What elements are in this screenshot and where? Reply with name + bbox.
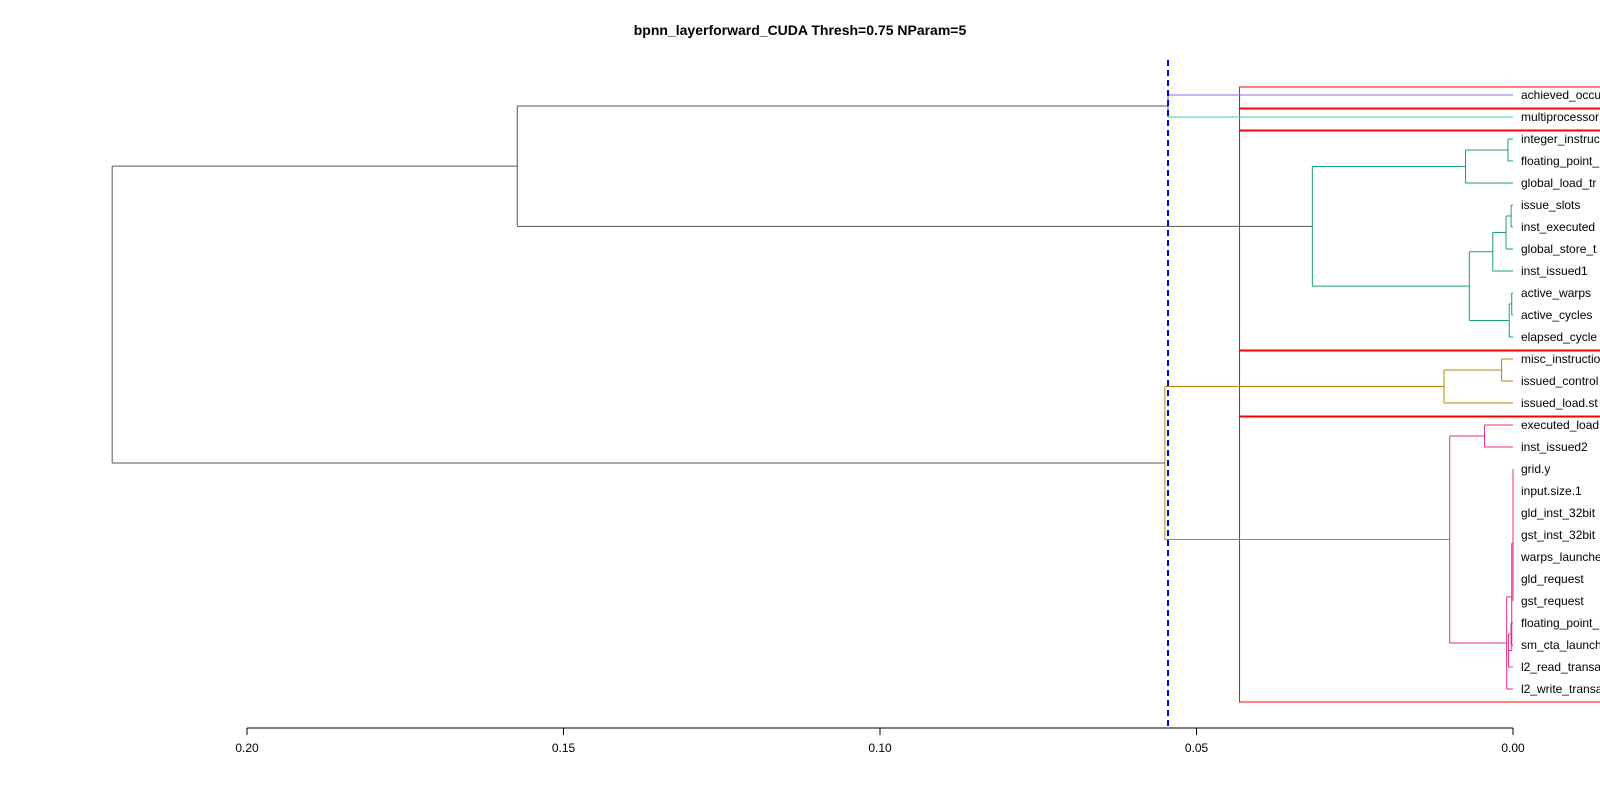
leaf-label: l2_read_transa (1521, 660, 1600, 674)
leaf-label: active_warps (1521, 286, 1591, 300)
leaf-label: floating_point_ (1521, 154, 1599, 168)
branch-merge-12 (1501, 358, 1513, 382)
leaf-label: grid.y (1521, 462, 1550, 476)
leaf-label: issue_slots (1521, 198, 1580, 212)
leaf-label: elapsed_cycle (1521, 330, 1597, 344)
leaf-label: sm_cta_launch (1521, 638, 1600, 652)
branch-merge-26 (111, 165, 1165, 464)
branch-merge-11 (1449, 435, 1507, 644)
leaf-label: gst_request (1521, 594, 1584, 608)
leaf-label: issued_control (1521, 374, 1598, 388)
x-tick-label: 0.20 (235, 741, 259, 755)
leaf-label: global_load_tr (1521, 176, 1596, 190)
leaf-label: gld_request (1521, 572, 1584, 586)
leaf-label: gst_inst_32bit (1521, 528, 1596, 542)
x-tick-label: 0.15 (552, 741, 576, 755)
dendrogram-branches (111, 94, 1514, 690)
cluster-box-3 (1239, 350, 1600, 417)
leaf-labels: achieved_occu multiprocessor integer_instr… (1520, 88, 1600, 696)
leaf-label: gld_inst_32bit (1521, 506, 1596, 520)
leaf-label: misc_instructio (1521, 352, 1600, 366)
x-tick-label: 0.00 (1501, 741, 1525, 755)
x-tick-label: 0.10 (868, 741, 892, 755)
branch-merge-19 (1492, 232, 1513, 272)
branch-merge-10 (1484, 424, 1513, 448)
cluster-box-4 (1239, 416, 1600, 703)
branch-merge-15 (1507, 138, 1513, 162)
x-tick-label: 0.05 (1185, 741, 1209, 755)
branch-merge-18 (1505, 215, 1513, 250)
branch-merge-25 (516, 105, 1313, 227)
branch-merge-14 (1164, 386, 1450, 540)
branch-merge-17 (1510, 204, 1513, 228)
leaf-label: inst_issued2 (1521, 440, 1588, 454)
leaf-label: achieved_occu (1521, 88, 1600, 102)
cluster-box-1 (1239, 108, 1600, 131)
branch-merge-20 (1511, 292, 1513, 316)
branch-merge-23 (1311, 166, 1470, 287)
leaf-label: inst_executed (1521, 220, 1595, 234)
leaf-label: floating_point_ (1521, 616, 1599, 630)
leaf-label: active_cycles (1521, 308, 1592, 322)
leaf-label: l2_write_transa (1521, 682, 1600, 696)
leaf-label: executed_load (1521, 418, 1599, 432)
branch-merge-22 (1468, 251, 1510, 321)
leaf-label: integer_instruc (1521, 132, 1600, 146)
cluster-box-2 (1239, 130, 1600, 351)
branch-merge-24 (1167, 94, 1513, 118)
leaf-label: issued_load.st (1521, 396, 1598, 410)
branch-merge-21 (1508, 303, 1513, 338)
leaf-label: multiprocessor (1521, 110, 1599, 124)
leaf-label: inst_issued1 (1521, 264, 1588, 278)
cluster-boxes (1239, 86, 1600, 703)
branch-merge-13 (1443, 369, 1513, 404)
leaf-label: global_store_t (1521, 242, 1597, 256)
leaf-label: warps_launche (1520, 550, 1600, 564)
cluster-box-0 (1239, 86, 1600, 109)
leaf-label: input.size.1 (1521, 484, 1582, 498)
branch-merge-16 (1465, 149, 1513, 184)
chart-title: bpnn_layerforward_CUDA Thresh=0.75 NPara… (634, 22, 967, 38)
x-axis: 0.20 0.15 0.10 0.05 0.00 (235, 727, 1525, 755)
